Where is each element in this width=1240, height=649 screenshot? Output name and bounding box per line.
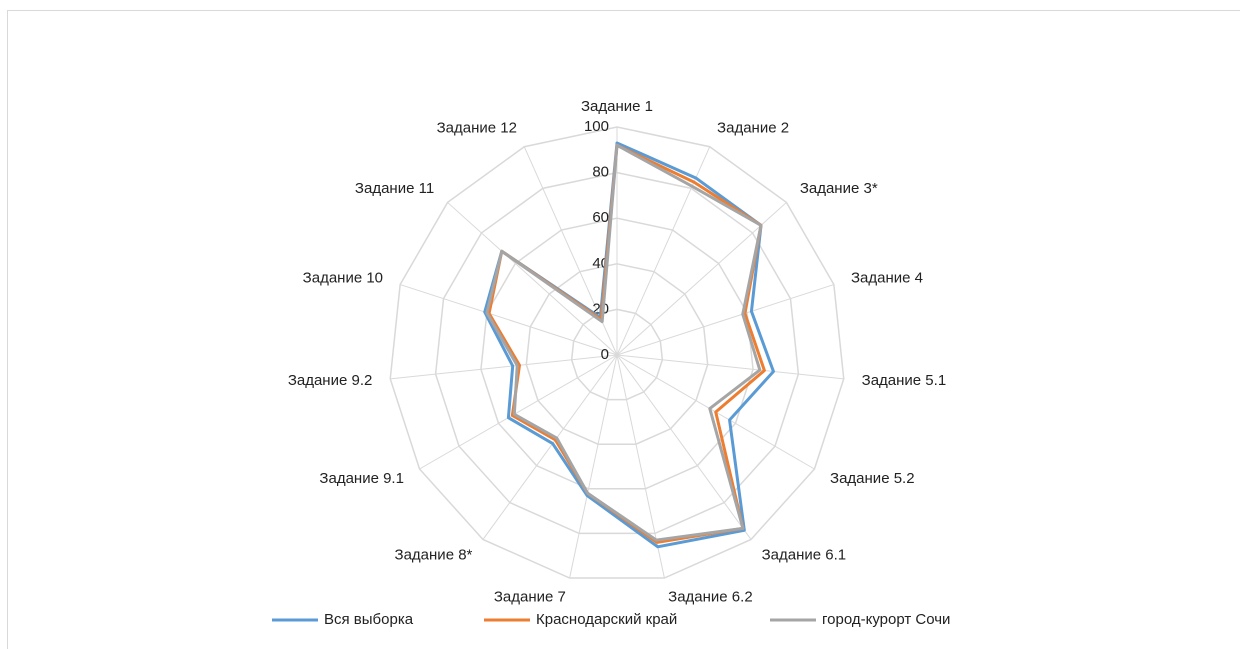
spoke bbox=[616, 202, 787, 356]
spoke bbox=[616, 354, 752, 540]
series-line bbox=[485, 143, 763, 542]
grid-line bbox=[480, 217, 754, 490]
spoke bbox=[390, 354, 618, 380]
legend-label: город-курорт Сочи bbox=[822, 611, 950, 628]
category-label: Задание 9.1 bbox=[319, 470, 404, 487]
category-label: Задание 10 bbox=[303, 269, 383, 286]
category-label: Задание 11 bbox=[355, 180, 434, 197]
legend-label: Вся выборка bbox=[324, 611, 414, 628]
spoke bbox=[419, 354, 618, 470]
spoke bbox=[482, 354, 618, 540]
grid-line bbox=[525, 263, 709, 445]
category-label: Задание 1 bbox=[581, 98, 653, 115]
category-label: Задание 7 bbox=[494, 589, 566, 606]
y-tick-label: 80 bbox=[592, 164, 609, 181]
spoke bbox=[616, 284, 834, 356]
category-label: Задание 8* bbox=[395, 547, 473, 564]
y-tick-label: 0 bbox=[601, 346, 609, 363]
category-label: Задание 6.2 bbox=[668, 589, 753, 606]
y-tick-label: 100 bbox=[584, 118, 609, 135]
spoke bbox=[400, 284, 618, 356]
spoke bbox=[447, 202, 618, 356]
category-label: Задание 2 bbox=[717, 119, 789, 136]
category-label: Задание 6.1 bbox=[762, 547, 847, 564]
spoke bbox=[569, 354, 618, 579]
category-label: Задание 5.1 bbox=[862, 372, 947, 389]
legend-label: Краснодарский край bbox=[536, 611, 677, 628]
category-label: Задание 5.2 bbox=[830, 470, 915, 487]
grid-line bbox=[434, 171, 800, 535]
category-label: Задание 9.2 bbox=[288, 372, 373, 389]
category-label: Задание 3* bbox=[800, 180, 878, 197]
category-label: Задание 4 bbox=[851, 269, 923, 286]
spoke bbox=[616, 354, 844, 380]
grid-line bbox=[389, 126, 845, 579]
y-tick-label: 60 bbox=[592, 209, 609, 226]
category-label: Задание 12 bbox=[437, 119, 517, 136]
chart-border bbox=[7, 10, 1240, 649]
grid-line bbox=[570, 308, 664, 401]
